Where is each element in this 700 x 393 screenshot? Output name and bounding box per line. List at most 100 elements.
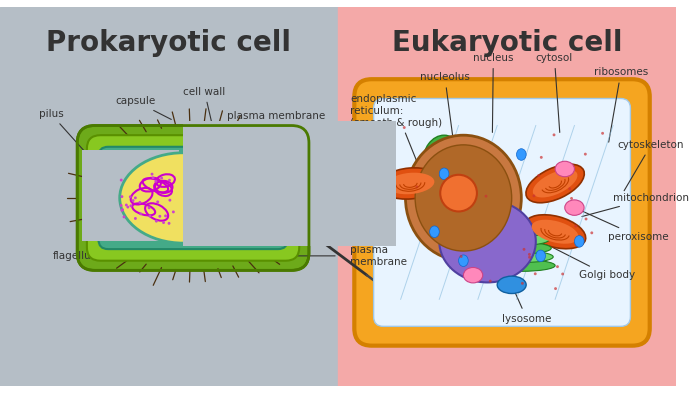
Ellipse shape [152,176,155,179]
Ellipse shape [601,132,604,135]
Ellipse shape [139,212,142,215]
Ellipse shape [484,195,487,198]
Ellipse shape [386,173,435,194]
Ellipse shape [531,220,579,244]
Ellipse shape [534,272,537,275]
Text: mitochondrion: mitochondrion [582,193,689,217]
FancyBboxPatch shape [87,135,300,261]
Ellipse shape [460,255,463,258]
Ellipse shape [125,204,128,206]
Text: plasma membrane: plasma membrane [227,111,325,162]
Ellipse shape [120,204,122,207]
Text: capsule: capsule [116,96,172,119]
Text: Prokaryotic cell: Prokaryotic cell [46,29,291,57]
Ellipse shape [122,215,125,219]
Text: nucleolus: nucleolus [420,72,470,178]
Ellipse shape [120,209,123,212]
Ellipse shape [570,197,573,200]
Ellipse shape [497,276,526,294]
Ellipse shape [148,215,151,217]
Ellipse shape [487,260,555,271]
Ellipse shape [456,209,458,211]
Bar [0,7,338,386]
Text: cytosol: cytosol [536,53,573,132]
Text: ribosomes: ribosomes [594,68,648,142]
Ellipse shape [584,153,587,156]
Text: endoplasmic
reticulum:
(smooth & rough): endoplasmic reticulum: (smooth & rough) [351,94,442,191]
Ellipse shape [148,206,150,209]
Ellipse shape [430,226,440,237]
Ellipse shape [156,200,159,203]
Ellipse shape [134,196,136,199]
Ellipse shape [540,156,542,159]
Ellipse shape [491,242,552,254]
Ellipse shape [415,221,492,242]
Ellipse shape [536,250,545,262]
Ellipse shape [533,195,536,197]
Text: flagellum: flagellum [53,251,335,261]
Ellipse shape [556,265,559,268]
Ellipse shape [120,179,122,182]
FancyBboxPatch shape [108,156,278,239]
Ellipse shape [568,187,571,190]
Text: plasma
membrane: plasma membrane [351,157,407,267]
FancyBboxPatch shape [99,147,288,249]
Ellipse shape [415,145,512,251]
Ellipse shape [130,204,132,207]
Ellipse shape [139,201,141,204]
Ellipse shape [458,255,468,266]
Ellipse shape [160,177,163,180]
Ellipse shape [440,200,536,283]
Ellipse shape [489,251,553,263]
Ellipse shape [526,164,584,203]
Ellipse shape [415,208,492,229]
Ellipse shape [121,208,124,211]
Ellipse shape [489,280,491,283]
Ellipse shape [402,126,406,129]
Ellipse shape [155,180,158,183]
Text: nucleoid (DNA): nucleoid (DNA) [209,135,305,191]
Ellipse shape [416,185,419,189]
Ellipse shape [537,174,540,177]
Ellipse shape [574,225,578,228]
Ellipse shape [127,206,130,209]
Ellipse shape [552,134,556,136]
Ellipse shape [120,195,123,198]
Text: pilus: pilus [38,109,90,157]
Text: cytoskeleton: cytoskeleton [618,140,685,191]
Bar [183,121,396,246]
Ellipse shape [463,268,483,283]
Text: ribosomes: ribosomes [176,203,262,217]
Ellipse shape [496,225,547,237]
Ellipse shape [590,231,593,234]
Text: cytoplasm: cytoplasm [200,159,281,206]
Ellipse shape [415,180,492,202]
Ellipse shape [150,173,153,176]
Text: lysosome: lysosome [502,287,552,323]
Ellipse shape [494,234,550,245]
Ellipse shape [415,167,492,188]
Ellipse shape [172,211,175,213]
Ellipse shape [167,222,171,225]
Ellipse shape [129,195,132,198]
Bar [338,7,676,386]
Ellipse shape [523,248,526,251]
FancyBboxPatch shape [77,125,309,270]
Bar [82,150,178,241]
Text: cell wall: cell wall [183,87,225,123]
Ellipse shape [155,220,158,222]
Text: Golgi body: Golgi body [553,248,636,280]
Ellipse shape [415,194,492,215]
Text: nucleus: nucleus [473,53,514,132]
Ellipse shape [168,179,171,182]
FancyBboxPatch shape [374,99,631,326]
Ellipse shape [528,253,531,256]
FancyBboxPatch shape [354,79,650,346]
Text: Eukaryotic cell: Eukaryotic cell [391,29,622,57]
Ellipse shape [555,161,575,177]
Ellipse shape [517,149,526,160]
Ellipse shape [524,215,586,249]
Ellipse shape [561,273,564,275]
Ellipse shape [164,215,167,217]
Ellipse shape [565,200,584,215]
